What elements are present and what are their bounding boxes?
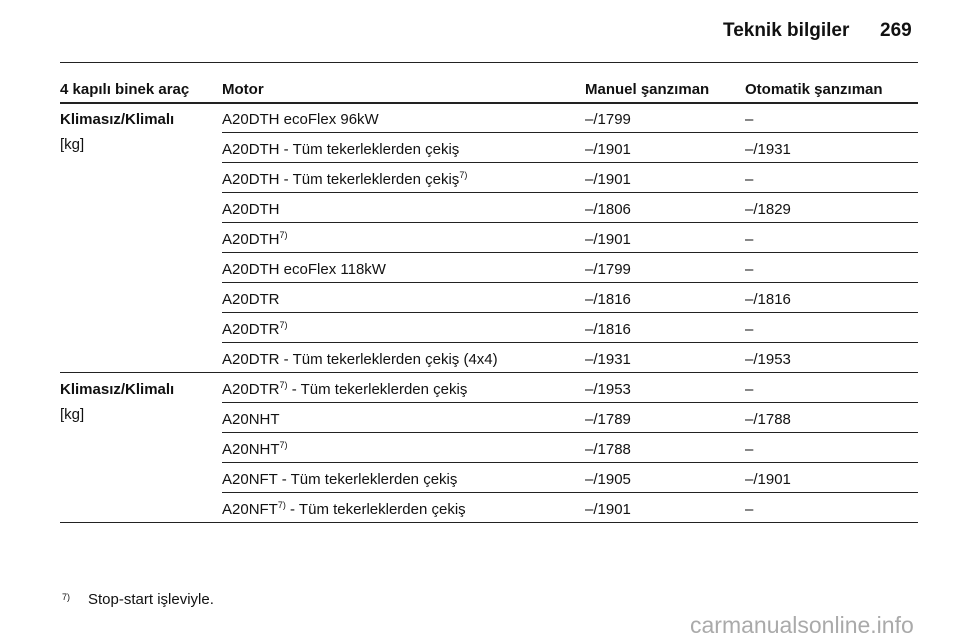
motor-name: A20DTH: [222, 231, 280, 248]
motor-name: A20DTR: [222, 381, 280, 398]
motor-name: A20DTR: [222, 321, 280, 338]
motor: A20DTR7) - Tüm tekerleklerden çekiş: [222, 381, 467, 399]
group-unit: [kg]: [60, 136, 85, 153]
automatic: –/1931: [745, 141, 791, 158]
motor-rest: - Tüm tekerleklerden çekiş: [285, 501, 466, 518]
row-rule: [222, 282, 918, 283]
automatic: –/1788: [745, 411, 791, 428]
automatic: –: [745, 261, 754, 278]
row-rule: [222, 402, 918, 403]
motor: A20DTH7): [222, 231, 288, 249]
manual: –/1953: [585, 381, 631, 398]
note-ref: 7): [459, 170, 468, 180]
note-ref: 7): [279, 440, 288, 450]
manual: –/1806: [585, 201, 631, 218]
group-unit: [kg]: [60, 406, 85, 423]
automatic: –: [745, 321, 754, 338]
motor: A20NHT7): [222, 441, 288, 459]
motor: A20NFT7) - Tüm tekerleklerden çekiş: [222, 501, 466, 519]
row-rule: [222, 462, 918, 463]
automatic: –: [745, 171, 754, 188]
manual: –/1901: [585, 501, 631, 518]
rule: [60, 102, 918, 104]
manual: –/1799: [585, 111, 631, 128]
automatic: –: [745, 231, 754, 248]
manual: –/1788: [585, 441, 631, 458]
automatic: –/1829: [745, 201, 791, 218]
group-label: Klimasız/Klimalı: [60, 381, 175, 398]
manual: –/1816: [585, 291, 631, 308]
manual: –/1931: [585, 351, 631, 368]
row-rule: [222, 312, 918, 313]
footnote-text: Stop-start işleviyle.: [88, 591, 214, 608]
column-header: Otomatik şanzıman: [745, 81, 883, 98]
automatic: –: [745, 381, 754, 398]
row-rule: [222, 222, 918, 223]
motor: A20DTH ecoFlex 96kW: [222, 111, 379, 129]
watermark: carmanualsonline.info: [690, 612, 914, 638]
motor: A20DTH ecoFlex 118kW: [222, 261, 386, 279]
row-rule: [60, 522, 918, 523]
motor: A20DTH: [222, 201, 280, 219]
manual: –/1799: [585, 261, 631, 278]
rule: [60, 62, 918, 63]
manual: –/1789: [585, 411, 631, 428]
page-title: Teknik bilgiler: [723, 20, 850, 41]
motor-name: A20DTR - Tüm tekerleklerden çekiş (4x4): [222, 351, 498, 368]
automatic: –: [745, 441, 754, 458]
manual: –/1901: [585, 231, 631, 248]
motor-name: A20NFT: [222, 501, 278, 518]
automatic: –: [745, 501, 754, 518]
automatic: –/1901: [745, 471, 791, 488]
manual: –/1816: [585, 321, 631, 338]
motor: A20DTH - Tüm tekerleklerden çekiş7): [222, 171, 467, 189]
motor: A20DTH - Tüm tekerleklerden çekiş: [222, 141, 459, 159]
row-rule: [222, 342, 918, 343]
automatic: –/1816: [745, 291, 791, 308]
motor: A20NHT: [222, 411, 280, 429]
row-rule: [60, 372, 918, 373]
note-ref: 7): [279, 230, 288, 240]
footnote-marker: 7): [62, 592, 71, 602]
motor-name: A20DTH: [222, 201, 280, 218]
motor-name: A20NHT: [222, 441, 280, 458]
column-header: Motor: [222, 81, 264, 98]
manual: –/1901: [585, 141, 631, 158]
row-rule: [222, 192, 918, 193]
note-ref: 7): [277, 500, 286, 510]
manual: –/1905: [585, 471, 631, 488]
motor-name: A20NHT: [222, 411, 280, 428]
row-rule: [222, 432, 918, 433]
group-label: Klimasız/Klimalı: [60, 111, 175, 128]
row-rule: [222, 252, 918, 253]
column-header: 4 kapılı binek araç: [60, 81, 190, 98]
motor-rest: - Tüm tekerleklerden çekiş: [287, 381, 468, 398]
motor-name: A20DTH - Tüm tekerleklerden çekiş: [222, 141, 460, 158]
row-rule: [222, 162, 918, 163]
automatic: –: [745, 111, 754, 128]
motor: A20DTR - Tüm tekerleklerden çekiş (4x4): [222, 351, 498, 369]
motor-name: A20NFT - Tüm tekerleklerden çekiş: [222, 471, 458, 488]
motor: A20DTR7): [222, 321, 288, 339]
row-rule: [222, 132, 918, 133]
note-ref: 7): [279, 320, 288, 330]
column-header: Manuel şanzıman: [585, 81, 710, 98]
page-number: 269: [880, 20, 912, 41]
manual: –/1901: [585, 171, 631, 188]
motor-name: A20DTH ecoFlex 118kW: [222, 261, 386, 278]
row-rule: [222, 492, 918, 493]
motor: A20NFT - Tüm tekerleklerden çekiş: [222, 471, 457, 489]
motor-name: A20DTR: [222, 291, 280, 308]
motor: A20DTR: [222, 291, 280, 309]
automatic: –/1953: [745, 351, 791, 368]
motor-name: A20DTH ecoFlex 96kW: [222, 111, 379, 128]
note-ref: 7): [279, 380, 288, 390]
motor-name: A20DTH - Tüm tekerleklerden çekiş: [222, 171, 460, 188]
